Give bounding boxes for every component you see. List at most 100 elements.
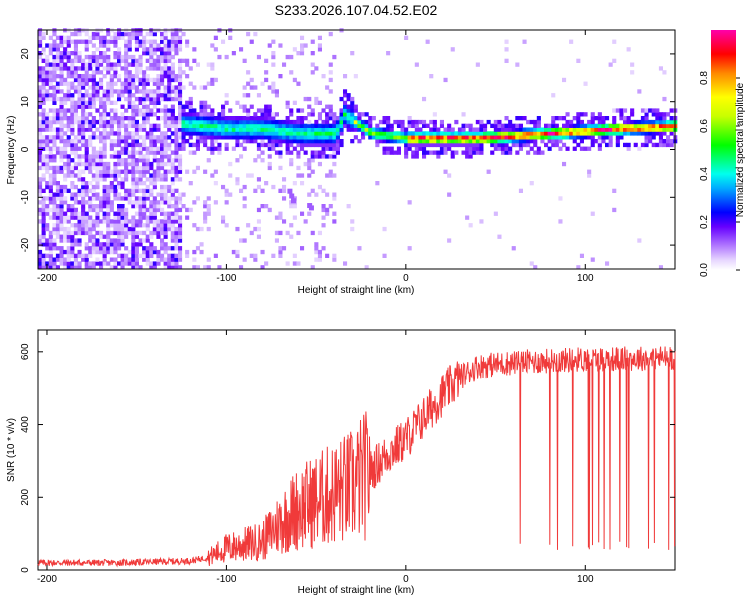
spectrogram-cell — [73, 43, 78, 48]
spectrogram-cell — [167, 66, 172, 71]
spectrogram-cell — [368, 116, 373, 121]
spectrogram-cell — [38, 158, 43, 163]
spectrogram-cell — [160, 184, 165, 190]
spectrogram-cell — [160, 51, 165, 56]
spectrogram-cell — [178, 108, 183, 113]
spectrogram-cell — [131, 35, 136, 40]
spectrogram-cell — [529, 135, 534, 140]
spectrogram-cell — [113, 89, 118, 94]
spectrogram-cell — [612, 207, 617, 213]
spectrogram-cell — [163, 119, 168, 125]
spectrogram-cell — [131, 142, 136, 148]
spectrogram-cell — [59, 35, 64, 40]
spectrogram-cell — [84, 257, 89, 262]
spectrogram-cell — [422, 146, 427, 151]
spectrogram-cell — [81, 161, 86, 167]
spectrogram-cell — [626, 142, 631, 148]
spectrogram-cell — [160, 54, 165, 60]
spectrogram-cell — [81, 66, 86, 71]
spectrogram-cell — [152, 150, 157, 155]
spectrogram-cell — [533, 123, 538, 128]
spectrogram-cell — [325, 253, 330, 258]
spectrogram-cell — [38, 104, 43, 109]
spectrogram-cell — [526, 142, 531, 148]
spectrogram-cell — [343, 74, 348, 79]
spectrogram-cell — [174, 165, 179, 171]
spectrogram-cell — [95, 261, 100, 266]
spectrogram-cell — [357, 139, 362, 144]
spectrogram-cell — [113, 139, 118, 144]
spectrogram-cell — [497, 146, 502, 151]
spectrogram-cell — [95, 161, 100, 167]
spectrogram-cell — [163, 54, 168, 60]
spectrogram-cell — [138, 238, 143, 243]
spectrogram-cell — [113, 70, 118, 75]
spectrogram-cell — [109, 66, 114, 71]
spectrogram-cell — [199, 116, 204, 121]
spectrogram-cell — [228, 173, 233, 178]
spectrogram-cell — [160, 135, 165, 140]
spectrogram-cell — [260, 188, 265, 193]
spectrogram-cell — [500, 131, 505, 136]
spectrogram-cell — [127, 89, 132, 94]
spectrogram-cell — [174, 215, 179, 220]
spectrogram-cell — [188, 135, 193, 140]
spectrogram-cell — [113, 39, 118, 44]
spectrogram-cell — [422, 131, 427, 136]
spectrogram-cell — [282, 139, 287, 144]
spectrogram-cell — [170, 215, 175, 220]
spectrogram-cell — [185, 58, 190, 63]
spectrogram-cell — [170, 77, 175, 83]
spectrogram-cell — [178, 119, 183, 125]
spectrogram-cell — [278, 142, 283, 148]
spectrogram-cell — [131, 242, 136, 247]
spectrogram-cell — [77, 93, 82, 98]
spectrogram-cell — [131, 77, 136, 83]
spectrogram-cell — [317, 123, 322, 128]
spectrogram-cell — [267, 112, 272, 117]
spectrogram-cell — [228, 131, 233, 136]
spectrogram-cell — [655, 123, 660, 128]
spectrogram-cell — [102, 139, 107, 144]
spectrogram-cell — [289, 123, 294, 128]
spectrogram-cell — [109, 74, 114, 79]
spectrogram-cell — [579, 135, 584, 140]
spectrogram-cell — [55, 51, 60, 56]
spectrogram-cell — [127, 100, 132, 105]
spectrogram-cell — [483, 139, 488, 144]
spectrogram-cell — [310, 127, 315, 132]
spectrogram-cell — [156, 123, 161, 128]
spectrogram-cell — [88, 74, 93, 79]
spectrogram-cell — [296, 131, 301, 136]
spectrogram-cell — [314, 123, 319, 128]
spectrogram-cell — [282, 135, 287, 140]
spectrogram-cell — [178, 219, 183, 224]
spectrogram-cell — [77, 211, 82, 216]
spectrogram-cell — [131, 161, 136, 167]
spectrogram-cell — [479, 123, 484, 128]
spectrogram-cell — [296, 154, 301, 159]
spectrogram-cell — [77, 31, 82, 37]
spectrogram-cell — [134, 85, 139, 90]
spectrogram-cell — [63, 35, 68, 40]
spectrogram-cell — [533, 142, 538, 148]
spectrogram-cell — [167, 196, 172, 201]
spectrogram-cell — [454, 139, 459, 144]
spectrogram-cell — [587, 127, 592, 132]
spectrogram-cell — [99, 62, 104, 67]
spectrogram-cell — [149, 54, 154, 60]
spectrogram-cell — [396, 150, 401, 155]
spectrogram-cell — [38, 265, 43, 270]
spectrogram-cell — [95, 219, 100, 224]
spectrogram-cell — [285, 116, 290, 121]
spectrogram-cell — [127, 74, 132, 79]
spectrogram-cell — [113, 81, 118, 86]
spectrogram-cell — [454, 119, 459, 125]
spectrogram-cell — [185, 119, 190, 125]
spectrogram-cell — [267, 108, 272, 113]
spectrogram-cell — [95, 89, 100, 94]
spectrogram-cell — [526, 119, 531, 125]
spectrogram-cell — [95, 62, 100, 67]
spectrogram-cell — [52, 177, 57, 182]
spectrogram-cell — [188, 116, 193, 121]
